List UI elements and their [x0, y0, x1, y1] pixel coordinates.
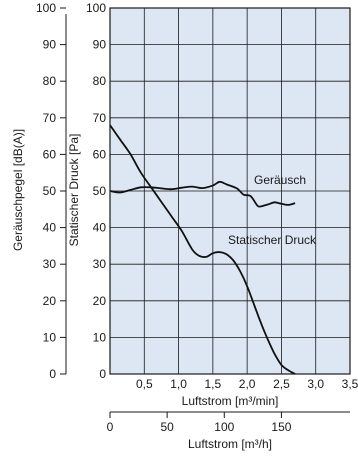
right-tick-label: 70 — [93, 111, 107, 125]
left-tick-label: 20 — [43, 294, 57, 308]
x-axis-secondary-ticks: 0 50 100 150 — [107, 412, 292, 434]
right-tick-label: 10 — [93, 330, 107, 344]
series-label-pressure: Statischer Druck — [228, 233, 317, 247]
x-axis-primary-ticks: 0,5 1,0 1,5 2,0 2,5 3,0 3,5 — [136, 377, 358, 391]
x-axis-secondary-label: Luftstrom [m³/h] — [188, 437, 272, 451]
x-axis-primary-label: Luftstrom [m³/min] — [182, 394, 279, 408]
left-tick-label: 70 — [43, 111, 57, 125]
x-secondary-tick-label: 100 — [214, 420, 234, 434]
noise-curve — [109, 180, 296, 208]
right-tick-label: 30 — [93, 257, 107, 271]
left-tick-label: 50 — [43, 184, 57, 198]
right-tick-label: 50 — [93, 184, 107, 198]
x-primary-tick-label: 2,5 — [273, 377, 290, 391]
x-primary-tick-label: 3,0 — [307, 377, 324, 391]
left-axis-label: Geräuschpegel [dB(A)] — [11, 129, 25, 251]
x-primary-tick-label: 2,0 — [239, 377, 256, 391]
x-secondary-tick-label: 150 — [271, 420, 291, 434]
left-tick-label: 40 — [43, 221, 57, 235]
right-tick-label: 40 — [93, 221, 107, 235]
right-tick-label: 100 — [86, 1, 106, 15]
plot-frame — [109, 7, 351, 375]
right-axis-label: Statischer Druck [Pa] — [67, 134, 81, 247]
left-tick-label: 30 — [43, 257, 57, 271]
right-axis-ticks: 0 10 20 30 40 50 60 70 80 90 100 — [86, 1, 106, 381]
right-tick-label: 60 — [93, 147, 107, 161]
left-tick-label: 0 — [49, 367, 56, 381]
x-secondary-tick-label: 50 — [160, 420, 174, 434]
x-primary-tick-label: 1,5 — [205, 377, 222, 391]
x-primary-tick-label: 3,5 — [342, 377, 358, 391]
left-axis-ticks: 0 10 20 30 40 50 60 70 80 90 100 — [36, 1, 66, 381]
left-tick-label: 10 — [43, 330, 57, 344]
static-pressure-curve — [109, 124, 296, 375]
series-label-noise: Geräusch — [254, 173, 306, 187]
grid-lines — [110, 8, 350, 374]
right-tick-label: 90 — [93, 38, 107, 52]
x-secondary-tick-label: 0 — [107, 420, 114, 434]
left-tick-label: 90 — [43, 38, 57, 52]
left-tick-label: 80 — [43, 74, 57, 88]
curves — [109, 124, 296, 375]
x-primary-tick-label: 0,5 — [136, 377, 153, 391]
x-primary-tick-label: 1,0 — [170, 377, 187, 391]
right-tick-label: 20 — [93, 294, 107, 308]
left-tick-label: 60 — [43, 147, 57, 161]
right-tick-label: 80 — [93, 74, 107, 88]
right-tick-label: 0 — [99, 367, 106, 381]
left-tick-label: 100 — [36, 1, 56, 15]
